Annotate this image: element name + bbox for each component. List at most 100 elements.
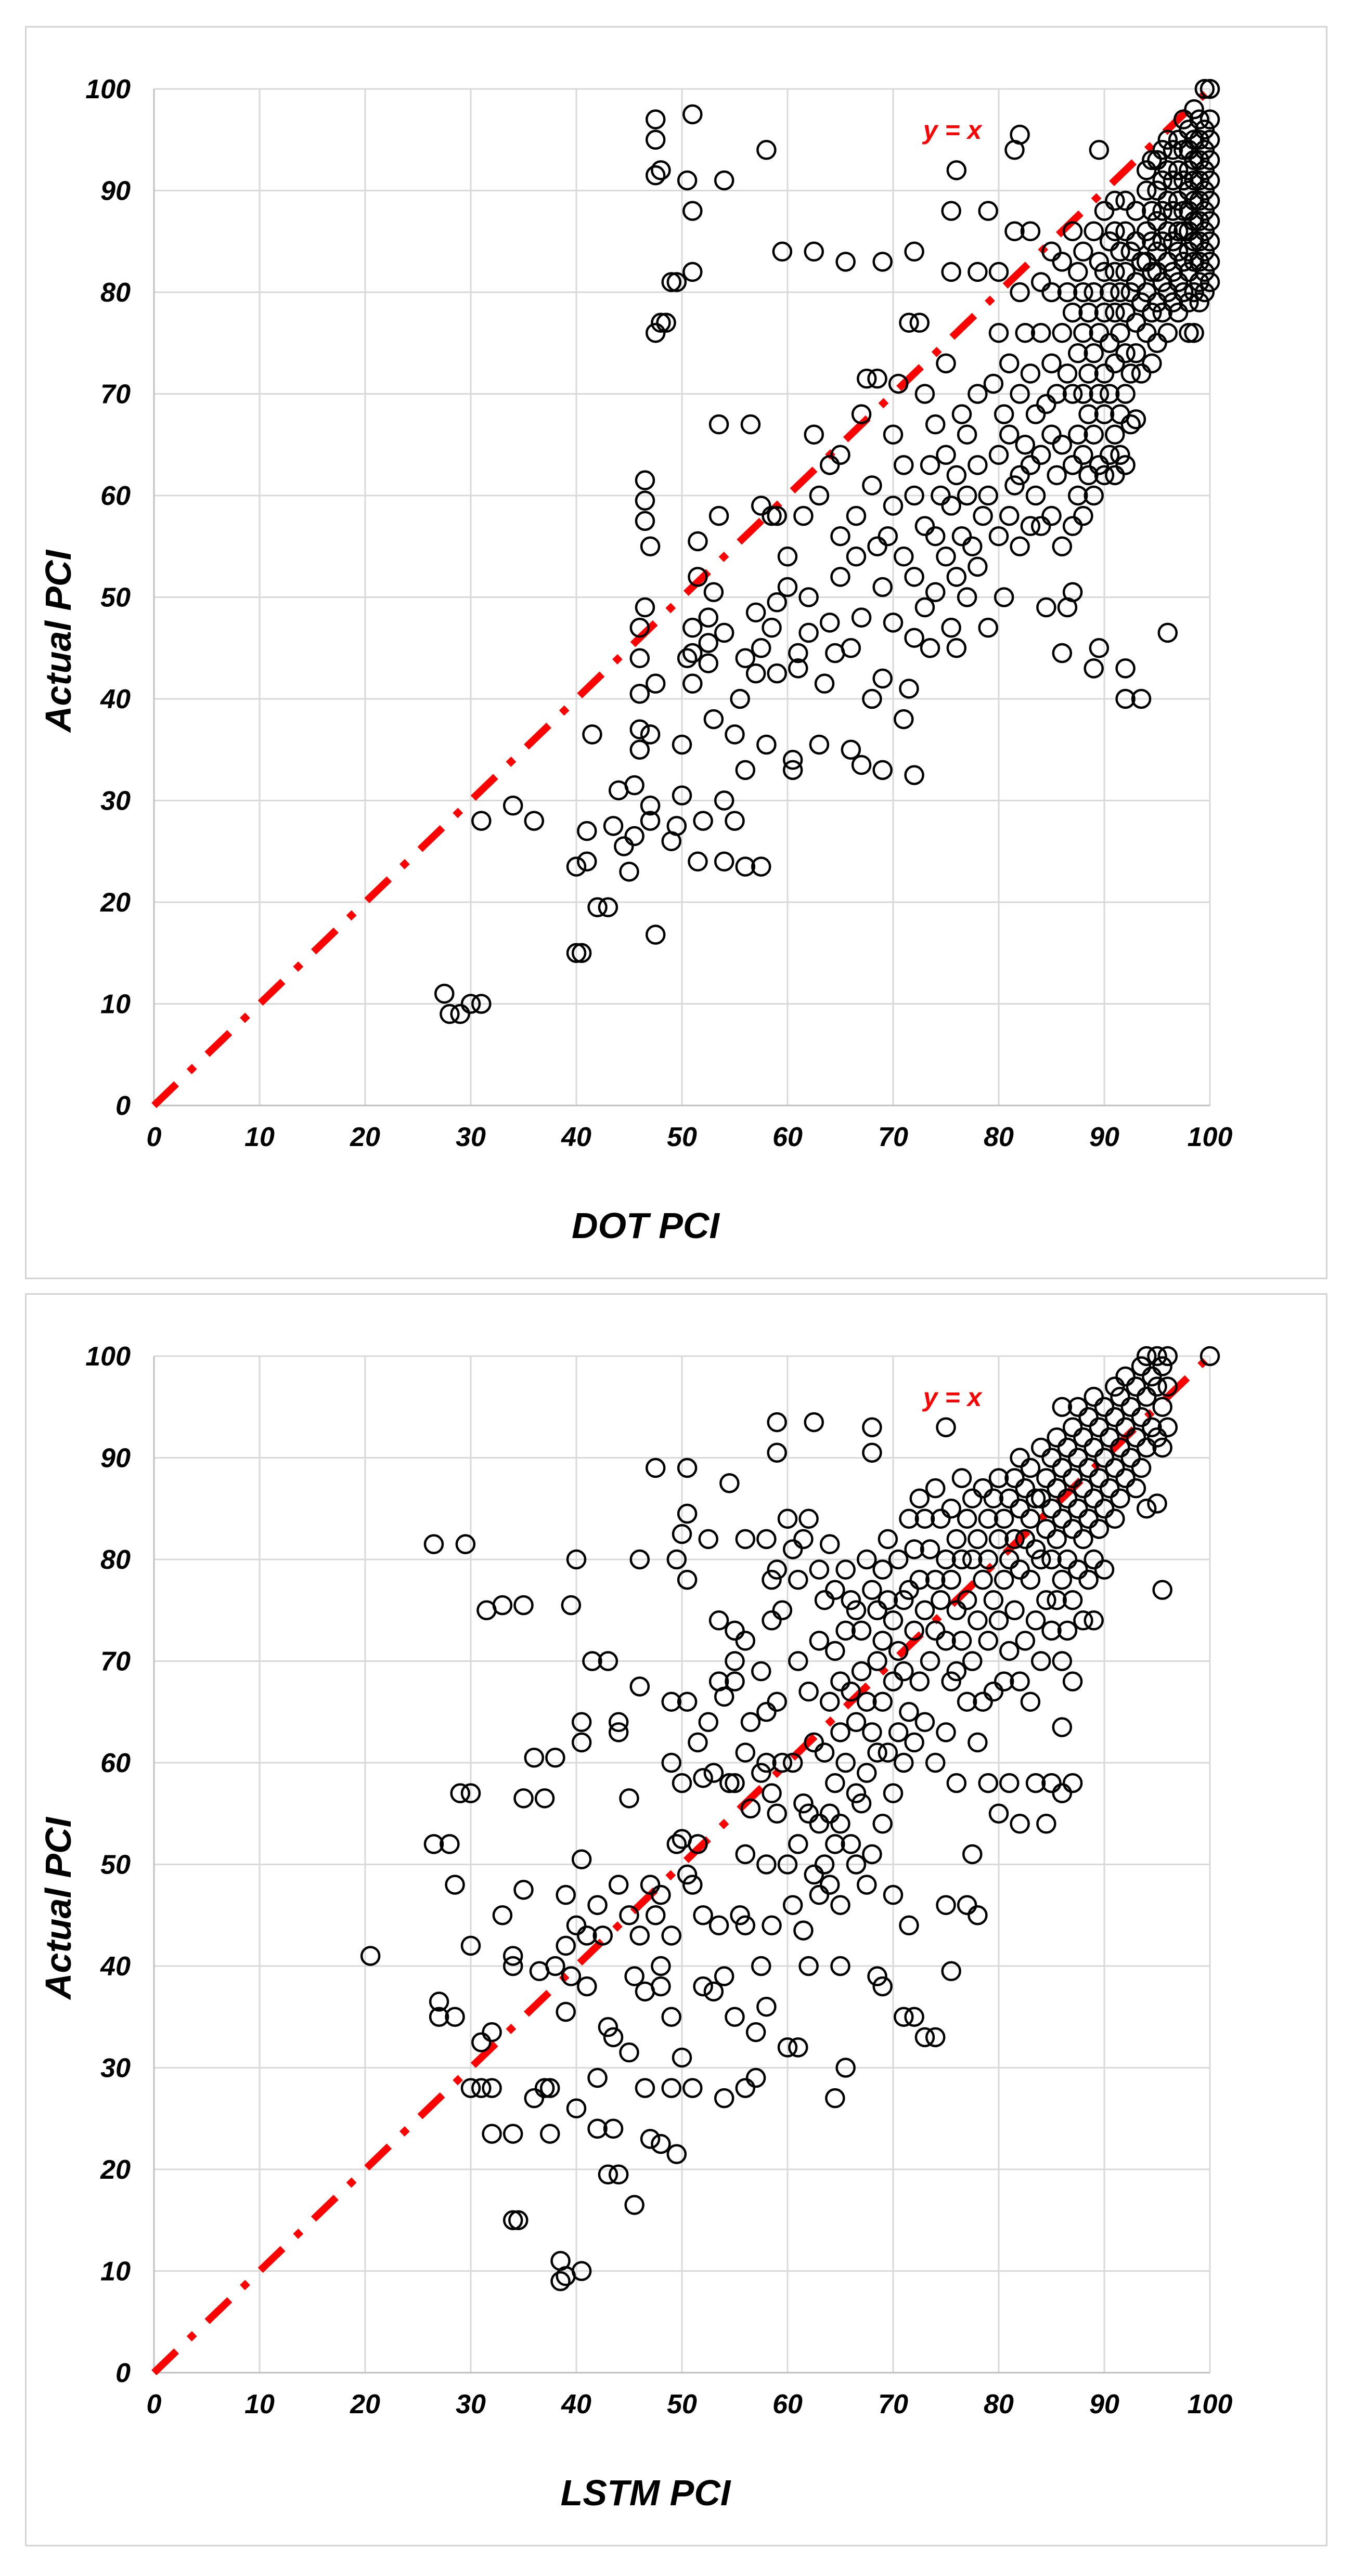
data-point [835,2058,856,2078]
data-point [708,414,729,435]
data-point [1047,1529,1067,1550]
data-point [1200,272,1220,292]
data-point [1004,1600,1025,1620]
data-point [1105,1407,1125,1427]
data-point [1189,170,1209,191]
data-point [888,373,909,394]
data-point [1010,1448,1030,1468]
data-point [814,1854,835,1875]
data-point [788,1651,808,1671]
data-point [714,2088,734,2109]
data-point [1036,1519,1056,1539]
data-point [534,2078,555,2098]
data-point [672,1524,692,1544]
data-point [936,445,956,465]
data-point [429,2007,449,2027]
data-point [788,643,808,663]
data-point [1099,445,1120,465]
data-point [1089,384,1110,404]
data-point [1073,1529,1093,1550]
data-point [1041,1448,1062,1468]
data-point [857,1549,877,1570]
data-point [1089,252,1110,272]
data-point [1131,292,1152,313]
data-point [988,1468,1009,1488]
data-point [1094,465,1115,486]
data-point [1068,1448,1088,1468]
data-point [1010,384,1030,404]
data-point [1089,322,1110,343]
data-point [888,1549,909,1570]
data-point [740,414,761,435]
data-point [1131,1356,1152,1376]
data-point [846,1783,867,1803]
data-point [867,1742,887,1763]
data-point [751,638,771,658]
data-point [872,1692,893,1712]
data-point [862,1580,882,1600]
data-point [508,2210,528,2230]
data-point [703,709,724,730]
data-point [994,1508,1014,1529]
data-point [804,241,824,262]
data-point [1089,455,1110,475]
data-point [677,1458,698,1478]
data-point [1174,170,1194,191]
data-point [1152,170,1172,191]
data-point [777,1854,798,1875]
data-point [1057,282,1078,303]
data-point [1025,404,1046,424]
data-point [1110,282,1130,303]
data-point [941,1499,961,1519]
data-point [492,1595,513,1616]
data-point [698,1529,718,1550]
data-point [688,567,708,587]
data-point [1115,190,1136,211]
data-point [1120,1397,1141,1417]
data-point [804,1412,824,1433]
y-tick-label: 40 [100,684,131,714]
data-point [1131,252,1152,272]
data-point [931,485,951,506]
data-point [1068,485,1088,506]
data-point [455,1534,476,1554]
data-point [1168,190,1189,211]
data-point [968,1610,988,1631]
data-point [677,648,698,669]
data-point [1126,1478,1146,1499]
data-point [835,1752,856,1773]
y-tick-label: 50 [100,583,131,613]
data-point [629,617,650,638]
data-point [994,1671,1014,1692]
data-point [666,272,687,292]
data-point [1157,1346,1178,1367]
data-point [851,1793,872,1814]
data-point [1073,1610,1093,1631]
data-point [841,638,861,658]
data-point [1179,262,1199,282]
data-point [1152,272,1172,292]
data-point [872,577,893,597]
data-point [962,1651,983,1671]
data-point [946,1773,967,1793]
data-point [1157,622,1178,643]
data-point [1189,190,1209,211]
data-point [460,2078,481,2098]
data-point [798,622,819,643]
data-point [904,1620,924,1641]
y-tick-label: 60 [100,481,131,511]
data-point [819,613,840,633]
x-tick-label: 0 [147,2389,162,2419]
data-point [1020,1508,1041,1529]
data-point [968,1732,988,1753]
data-point [936,547,956,567]
data-point [598,1651,618,1671]
data-point [925,582,946,602]
data-point [894,709,914,730]
data-point [1142,150,1162,171]
data-point [936,353,956,374]
data-point [899,1702,919,1722]
data-point [782,1895,803,1915]
data-point [1131,1458,1152,1478]
data-point [619,1905,639,1926]
